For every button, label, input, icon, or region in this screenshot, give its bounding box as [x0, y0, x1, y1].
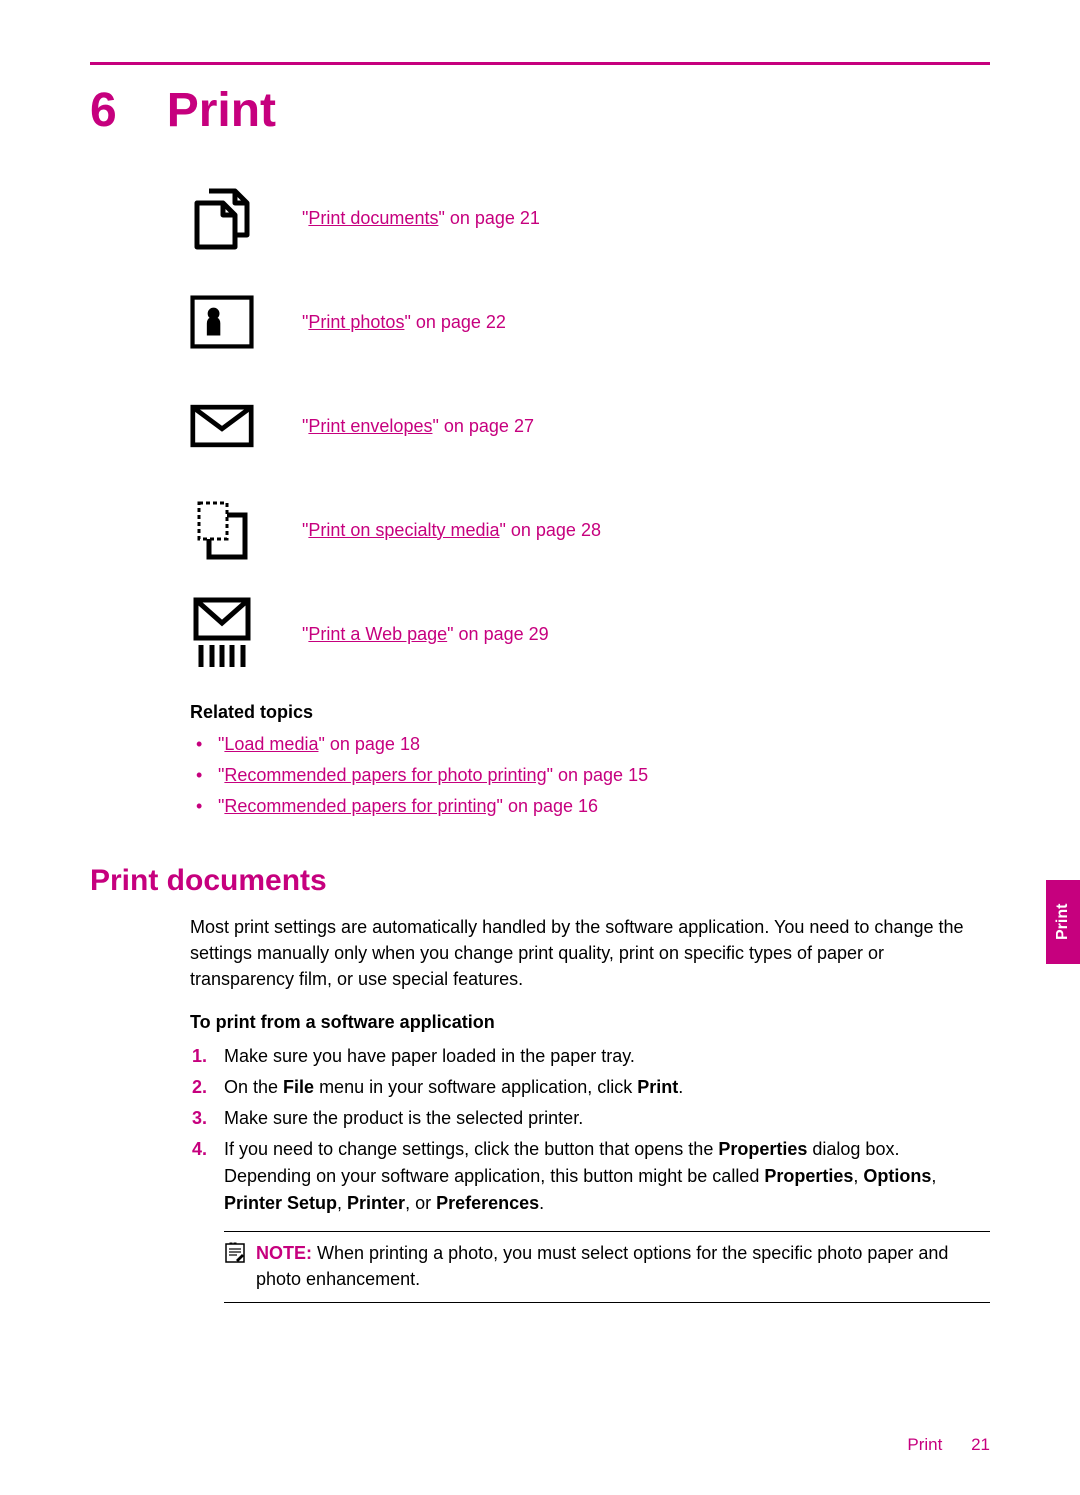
related-link-load-media[interactable]: Load media — [224, 734, 318, 754]
page-number: 28 — [581, 520, 601, 540]
step4-properties2: Properties — [764, 1166, 853, 1186]
chapter-header: 6 Print — [90, 83, 990, 138]
toc-row-photos: "Print photos" on page 22 — [190, 282, 990, 362]
photo-icon — [190, 290, 254, 354]
intro-paragraph: Most print settings are automatically ha… — [190, 914, 990, 992]
page-number: 21 — [520, 208, 540, 228]
toc-link-documents[interactable]: Print documents — [308, 208, 438, 228]
toc-list: "Print documents" on page 21 "Print phot… — [190, 178, 990, 674]
footer-section: Print — [907, 1435, 942, 1454]
step4-pre: If you need to change settings, click th… — [224, 1139, 718, 1159]
toc-text: "Print on specialty media" on page 28 — [302, 520, 601, 541]
step4-options: Options — [863, 1166, 931, 1186]
on-page: on page — [411, 312, 486, 332]
section-body: Most print settings are automatically ha… — [190, 914, 990, 1303]
on-page: on page — [325, 734, 400, 754]
step2-file: File — [283, 1077, 314, 1097]
documents-icon — [190, 183, 254, 253]
toc-text: "Print envelopes" on page 27 — [302, 416, 534, 437]
toc-text: "Print a Web page" on page 29 — [302, 624, 549, 645]
toc-row-envelopes: "Print envelopes" on page 27 — [190, 386, 990, 466]
step4-printer-setup: Printer Setup — [224, 1193, 337, 1213]
related-item: "Load media" on page 18 — [190, 731, 990, 758]
section-heading: Print documents — [90, 864, 990, 898]
toc-link-envelopes[interactable]: Print envelopes — [308, 416, 432, 436]
on-page: on page — [553, 765, 628, 785]
step2-post: . — [678, 1077, 683, 1097]
page-number: 22 — [486, 312, 506, 332]
chapter-number: 6 — [90, 83, 117, 138]
step4-sep2: , — [931, 1166, 936, 1186]
toc-row-specialty: "Print on specialty media" on page 28 — [190, 490, 990, 570]
step-3: Make sure the product is the selected pr… — [190, 1105, 990, 1132]
page-number: 15 — [628, 765, 648, 785]
page-number: 27 — [514, 416, 534, 436]
related-list: "Load media" on page 18 "Recommended pap… — [190, 731, 990, 820]
on-page: on page — [506, 520, 581, 540]
page-number: 18 — [400, 734, 420, 754]
toc-row-webpage: "Print a Web page" on page 29 — [190, 594, 990, 674]
note-text: When printing a photo, you must select o… — [256, 1243, 948, 1289]
envelope-icon — [190, 403, 254, 449]
web-page-icon — [190, 597, 254, 671]
related-item: "Recommended papers for printing" on pag… — [190, 793, 990, 820]
step2-pre: On the — [224, 1077, 283, 1097]
related-link-printing-papers[interactable]: Recommended papers for printing — [224, 796, 496, 816]
step-2: On the File menu in your software applic… — [190, 1074, 990, 1101]
on-page: on page — [503, 796, 578, 816]
related-item: "Recommended papers for photo printing" … — [190, 762, 990, 789]
related-heading: Related topics — [190, 702, 990, 723]
step4-post: . — [539, 1193, 544, 1213]
note-box: NOTE: When printing a photo, you must se… — [224, 1231, 990, 1303]
note-content: NOTE: When printing a photo, you must se… — [256, 1240, 990, 1292]
step4-sep3: , — [337, 1193, 347, 1213]
chapter-title: Print — [167, 83, 276, 138]
toc-link-specialty[interactable]: Print on specialty media — [308, 520, 499, 540]
footer-page-number: 21 — [971, 1435, 990, 1454]
related-topics: Related topics "Load media" on page 18 "… — [190, 702, 990, 820]
step4-properties: Properties — [718, 1139, 807, 1159]
note-icon — [224, 1242, 246, 1292]
on-page: on page — [445, 208, 520, 228]
note-label: NOTE: — [256, 1243, 312, 1263]
step2-mid: menu in your software application, click — [314, 1077, 637, 1097]
step4-sep4: , or — [405, 1193, 436, 1213]
toc-text: "Print photos" on page 22 — [302, 312, 506, 333]
top-divider — [90, 62, 990, 65]
step4-sep1: , — [853, 1166, 863, 1186]
on-page: on page — [454, 624, 529, 644]
step-4: If you need to change settings, click th… — [190, 1136, 990, 1217]
procedure-list: Make sure you have paper loaded in the p… — [190, 1043, 990, 1217]
specialty-media-icon — [190, 499, 254, 561]
toc-link-webpage[interactable]: Print a Web page — [308, 624, 447, 644]
toc-row-documents: "Print documents" on page 21 — [190, 178, 990, 258]
step-1: Make sure you have paper loaded in the p… — [190, 1043, 990, 1070]
step2-print: Print — [637, 1077, 678, 1097]
page-number: 16 — [578, 796, 598, 816]
step4-printer: Printer — [347, 1193, 405, 1213]
on-page: on page — [439, 416, 514, 436]
side-tab-print: Print — [1046, 880, 1080, 964]
page-footer: Print 21 — [907, 1435, 990, 1455]
procedure-heading: To print from a software application — [190, 1012, 990, 1033]
step4-preferences: Preferences — [436, 1193, 539, 1213]
toc-text: "Print documents" on page 21 — [302, 208, 540, 229]
page-container: 6 Print "Print documents" on page 21 — [0, 0, 1080, 1495]
page-number: 29 — [529, 624, 549, 644]
related-link-photo-papers[interactable]: Recommended papers for photo printing — [224, 765, 546, 785]
toc-link-photos[interactable]: Print photos — [308, 312, 404, 332]
